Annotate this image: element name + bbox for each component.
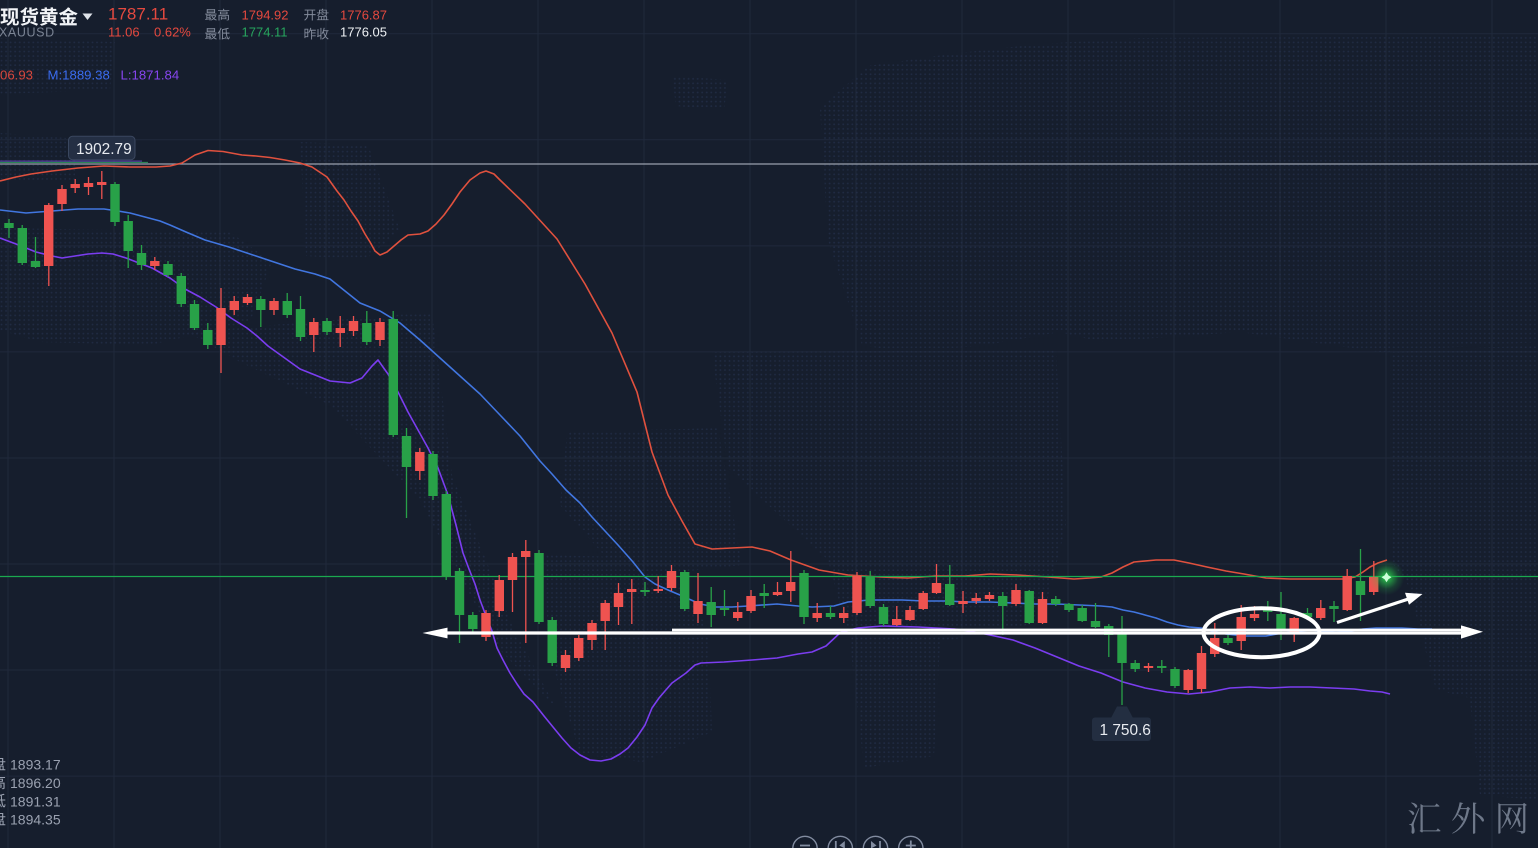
svg-text:0.62%: 0.62% (154, 25, 191, 40)
svg-text:1794.92: 1794.92 (242, 8, 289, 23)
svg-text:1893.17: 1893.17 (10, 757, 61, 773)
svg-text:1891.31: 1891.31 (10, 793, 61, 809)
svg-text:1 750.6: 1 750.6 (1100, 722, 1151, 739)
svg-text:11.06: 11.06 (108, 25, 140, 40)
svg-text:1896.20: 1896.20 (10, 775, 61, 791)
svg-text:L:1871.84: L:1871.84 (121, 68, 180, 83)
svg-text:1776.05: 1776.05 (340, 25, 387, 40)
svg-text:1894.35: 1894.35 (10, 812, 61, 828)
svg-text:1902.79: 1902.79 (76, 141, 132, 158)
svg-text:XAUUSD: XAUUSD (0, 26, 55, 40)
svg-text:06.93: 06.93 (0, 68, 33, 83)
svg-text:1787.11: 1787.11 (108, 5, 168, 24)
svg-text:1776.87: 1776.87 (340, 8, 387, 23)
svg-text:M:1889.38: M:1889.38 (48, 68, 110, 83)
svg-text:1774.11: 1774.11 (242, 25, 288, 40)
